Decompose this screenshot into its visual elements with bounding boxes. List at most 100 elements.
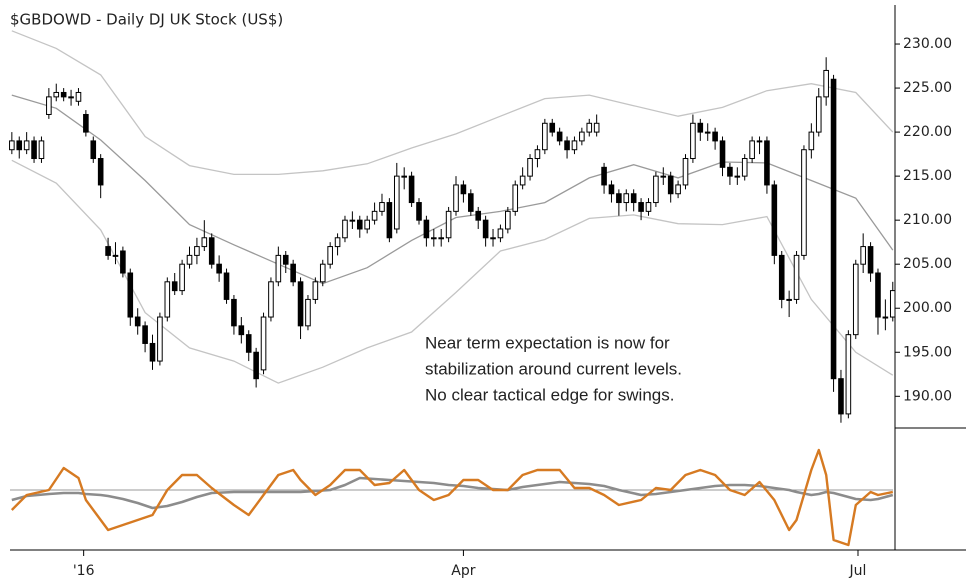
candle-body [201,237,208,248]
candle-body [645,202,652,212]
candle-body [312,281,319,300]
candle-body [334,237,341,248]
candle-body [438,237,445,240]
candle-body [401,175,407,178]
candle-body [356,219,363,230]
candle-body [423,219,430,239]
candle-body [282,254,289,265]
candle-body [445,210,452,239]
candle-body [505,210,511,230]
candle-body [719,140,726,168]
candle-body [838,378,844,415]
candle-body [534,149,541,160]
candle-body [297,281,304,327]
candle-body [660,175,667,178]
candle-body [9,140,15,151]
candle-body [882,316,889,319]
candle-body [815,96,822,133]
candle-body [408,175,415,204]
candle-body [275,254,282,283]
y-tick-label: 205.00 [903,256,952,272]
candle-body [682,158,689,186]
candle-body [231,298,237,327]
y-tick-label: 230.00 [903,36,952,52]
x-tick-label: Jul [849,563,867,579]
candle-body [268,281,274,318]
candle-body [556,131,563,142]
candle-body [764,140,770,186]
candle-body [860,246,866,265]
candle-body [667,175,674,195]
x-tick-label: Apr [451,563,475,579]
annotation: Near term expectation is now for [425,333,670,352]
candle-body [616,193,622,204]
candle-body [46,96,52,115]
candle-body [186,254,193,265]
annotation: No clear tactical edge for swings. [425,385,674,404]
candle-body [741,158,748,177]
candle-body [223,272,230,300]
candle-body [245,334,252,353]
candle-body [579,131,585,142]
candle-body [260,316,267,371]
candle-body [675,184,681,195]
candle-body [23,140,30,151]
candle-body [830,78,837,380]
candle-body [134,316,141,327]
candle-body [623,193,630,204]
band-line [11,94,894,285]
candle-body [75,91,82,102]
candle-body [704,131,711,134]
candle-body [771,184,778,256]
candle-body [68,96,74,99]
candle-body [97,158,104,186]
candle-body [571,140,578,151]
y-tick-label: 220.00 [903,124,952,140]
candle-body [808,131,815,151]
candle-body [638,202,644,212]
x-tick-label: '16 [73,563,95,579]
candle-body [460,184,467,195]
candle-body [630,193,637,204]
y-tick-label: 210.00 [903,212,952,228]
y-tick-label: 195.00 [903,344,952,360]
candle-body [305,298,311,327]
candle-body [801,149,807,256]
candle-body [290,263,296,283]
candle-body [327,246,333,265]
candle-body [852,263,859,336]
candle-body [453,184,459,212]
candle-body [386,202,393,239]
candle-body [823,69,829,98]
candle-body [194,246,200,256]
candle-body [756,140,763,143]
candle-body [608,184,615,195]
candle-body [90,140,97,160]
candle-body [793,254,800,300]
candle-body [786,298,792,301]
candle-body [727,166,733,177]
candle-body [490,237,496,240]
candle-body [749,140,755,160]
band-line [11,30,894,176]
candle-body [875,272,881,318]
candle-body [593,122,600,133]
oscillator-panel [10,448,894,547]
candle-body [416,202,422,221]
annotation: stabilization around current levels. [425,359,682,378]
candle-body [253,351,259,380]
candle-body [712,131,718,142]
candle-body [586,122,593,133]
candle-body [16,140,23,151]
candle-body [238,325,245,336]
candle-body [127,272,134,318]
y-tick-label: 200.00 [903,300,952,316]
candle-body [549,122,556,133]
candle-body [31,140,37,160]
candle-body [60,91,67,98]
candle-body [216,263,222,274]
candle-body [697,122,704,133]
candle-body [845,334,852,415]
y-tick-label: 190.00 [903,388,952,404]
